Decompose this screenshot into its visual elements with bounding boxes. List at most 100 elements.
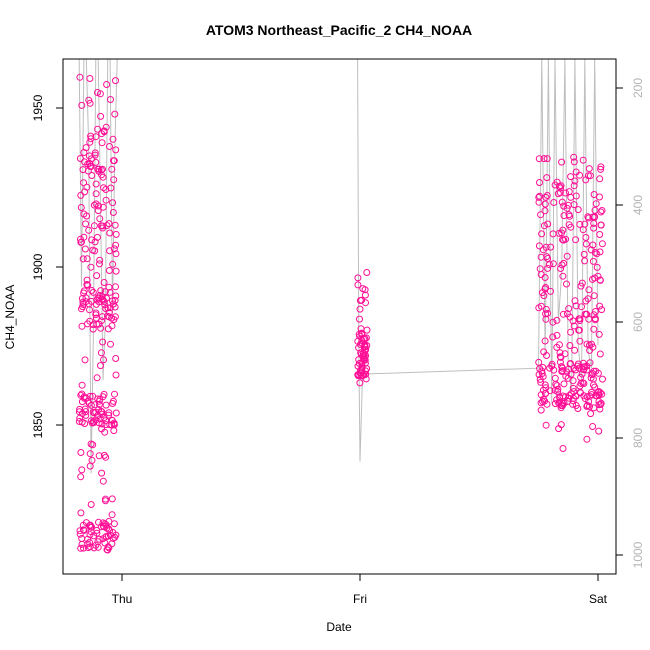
data-point: [94, 125, 102, 133]
data-point: [542, 421, 550, 429]
data-point: [570, 182, 578, 190]
data-point: [79, 521, 87, 529]
data-point: [357, 325, 365, 333]
data-point: [576, 315, 584, 323]
y-axis-label: CH4_NOAA: [3, 285, 17, 350]
data-point: [99, 338, 107, 346]
secondary-y-axis: 200 400 600 800 1000: [615, 78, 645, 568]
data-point: [565, 221, 573, 229]
data-point: [97, 349, 105, 357]
data-point: [94, 207, 102, 215]
data-point: [599, 375, 606, 383]
data-point: [92, 190, 100, 198]
chart-title: ATOM3 Northeast_Pacific_2 CH4_NOAA: [206, 22, 472, 38]
data-point: [570, 364, 578, 372]
data-point: [543, 155, 551, 163]
data-point: [92, 300, 100, 308]
data-point: [103, 81, 111, 88]
data-point: [598, 306, 606, 314]
data-point: [541, 207, 549, 215]
data-point: [536, 179, 543, 186]
data-point: [590, 292, 598, 300]
data-point: [597, 221, 605, 229]
data-point: [591, 274, 599, 282]
data-point: [102, 453, 110, 461]
data-point: [598, 240, 606, 248]
y2-tick-label-800: 800: [631, 428, 645, 448]
x-axis: Thu Fri Sat: [112, 573, 608, 606]
data-point: [556, 393, 564, 401]
data-point: [558, 261, 566, 269]
data-point: [548, 362, 556, 370]
data-point: [92, 311, 100, 319]
data-point: [558, 367, 566, 375]
data-point: [578, 370, 586, 378]
data-point: [101, 288, 109, 296]
data-point: [581, 220, 589, 228]
data-point: [93, 526, 101, 534]
data-point: [110, 316, 118, 323]
data-point: [363, 269, 371, 276]
data-point: [553, 331, 561, 339]
data-point: [586, 392, 594, 400]
data-point: [596, 193, 603, 201]
data-point: [106, 288, 114, 296]
data-point: [586, 172, 594, 180]
data-point: [582, 176, 590, 184]
data-point: [354, 274, 362, 282]
data-point: [93, 272, 101, 280]
data-point: [91, 149, 99, 157]
data-point: [94, 89, 101, 96]
data-point: [558, 401, 565, 409]
data-point: [356, 305, 364, 313]
data-point: [574, 206, 582, 214]
data-point: [112, 371, 120, 379]
data-point: [86, 75, 94, 82]
data-point: [76, 155, 84, 162]
data-point: [593, 263, 601, 271]
data-point: [571, 177, 579, 185]
data-point: [112, 267, 120, 275]
data-point: [108, 495, 116, 503]
data-point: [360, 355, 368, 363]
data-point: [97, 222, 105, 230]
data-point: [104, 304, 112, 312]
data-point: [537, 406, 545, 414]
data-point: [91, 247, 99, 255]
data-point: [76, 73, 84, 81]
data-point: [590, 224, 598, 232]
data-point: [96, 215, 104, 223]
data-point: [576, 382, 584, 390]
data-point: [559, 310, 567, 318]
data-point: [354, 337, 362, 345]
data-point: [562, 189, 569, 197]
data-point: [100, 356, 107, 364]
data-point: [105, 283, 113, 291]
data-point: [112, 77, 119, 85]
data-point: [87, 401, 95, 409]
data-point: [112, 230, 120, 238]
data-point: [549, 260, 557, 268]
data-point: [596, 302, 604, 310]
data-point: [77, 191, 85, 199]
data-point: [556, 189, 564, 197]
data-point: [90, 201, 98, 209]
data-point: [81, 420, 89, 427]
data-point: [106, 229, 114, 237]
data-point: [102, 401, 110, 409]
data-point: [104, 546, 112, 554]
data-point: [590, 325, 598, 333]
data-point: [539, 386, 547, 394]
data-point: [76, 405, 84, 413]
data-point: [90, 532, 98, 540]
data-point: [82, 144, 90, 152]
data-point: [557, 353, 565, 361]
data-point: [95, 401, 103, 408]
data-point: [111, 390, 118, 398]
data-point: [83, 276, 91, 284]
data-point: [105, 409, 113, 417]
data-point: [566, 313, 574, 321]
data-point: [109, 397, 117, 405]
data-point: [587, 410, 595, 418]
data-point: [110, 245, 118, 253]
